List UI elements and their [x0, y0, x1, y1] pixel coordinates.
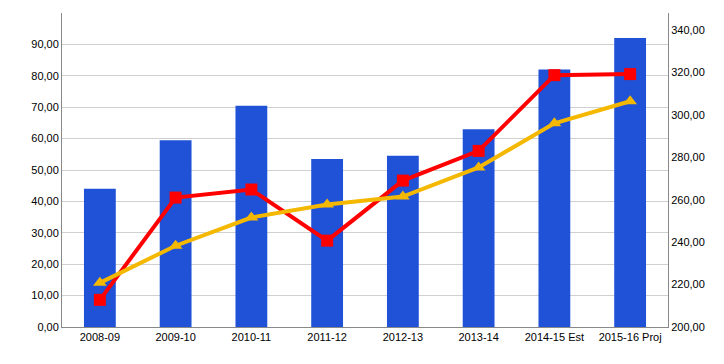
svg-text:2013-14: 2013-14	[458, 331, 498, 343]
svg-text:10,00: 10,00	[31, 289, 59, 301]
svg-text:80,00: 80,00	[31, 70, 59, 82]
svg-text:30,00: 30,00	[31, 227, 59, 239]
svg-text:20,00: 20,00	[31, 258, 59, 270]
svg-text:260,00: 260,00	[671, 194, 705, 206]
svg-text:2015-16 Proj: 2015-16 Proj	[599, 331, 662, 343]
svg-text:50,00: 50,00	[31, 164, 59, 176]
svg-text:240,00: 240,00	[671, 236, 705, 248]
svg-text:280,00: 280,00	[671, 151, 705, 163]
svg-text:0,00: 0,00	[37, 321, 58, 333]
svg-text:200,00: 200,00	[671, 321, 705, 333]
svg-text:320,00: 320,00	[671, 66, 705, 78]
svg-text:90,00: 90,00	[31, 38, 59, 50]
svg-text:2010-11: 2010-11	[232, 331, 272, 343]
svg-text:2011-12: 2011-12	[307, 331, 347, 343]
svg-text:2012-13: 2012-13	[383, 331, 423, 343]
svg-text:300,00: 300,00	[671, 109, 705, 121]
svg-text:70,00: 70,00	[31, 101, 59, 113]
svg-text:40,00: 40,00	[31, 195, 59, 207]
svg-text:60,00: 60,00	[31, 132, 59, 144]
svg-text:2008-09: 2008-09	[80, 331, 120, 343]
svg-text:2009-10: 2009-10	[155, 331, 195, 343]
svg-text:2014-15 Est: 2014-15 Est	[525, 331, 584, 343]
svg-text:220,00: 220,00	[671, 278, 705, 290]
svg-text:340,00: 340,00	[671, 24, 705, 36]
